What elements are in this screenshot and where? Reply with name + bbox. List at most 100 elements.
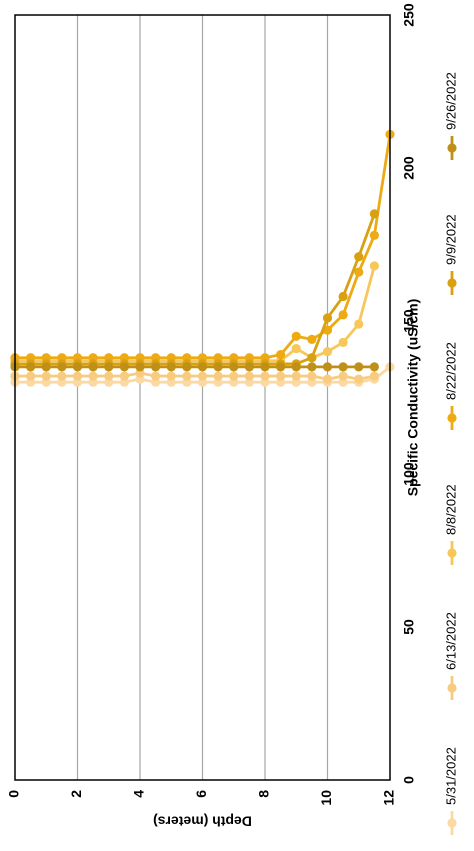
depth-tick-label: 6 bbox=[193, 790, 209, 798]
conductivity-tick-label: 200 bbox=[401, 156, 417, 180]
data-point bbox=[151, 371, 161, 381]
data-point bbox=[26, 362, 36, 372]
legend-marker bbox=[447, 413, 457, 423]
conductivity-tick-label: 100 bbox=[401, 462, 417, 486]
gridlines bbox=[76, 15, 329, 780]
data-point bbox=[338, 337, 348, 348]
data-point bbox=[88, 371, 98, 381]
data-point bbox=[338, 371, 348, 381]
data-point bbox=[291, 343, 301, 354]
legend-item: 9/26/2022 bbox=[443, 72, 458, 160]
data-point bbox=[276, 362, 286, 372]
legend-item: 6/13/2022 bbox=[443, 612, 458, 700]
series-6 bbox=[10, 362, 379, 372]
legend-label: 8/22/2022 bbox=[443, 342, 458, 400]
legend-marker bbox=[447, 143, 457, 153]
conductivity-tick-labels: 0 50 100 150 200 250 bbox=[401, 3, 417, 784]
depth-tick-label: 8 bbox=[256, 790, 272, 798]
depth-tick-label: 2 bbox=[68, 790, 84, 798]
data-point bbox=[322, 374, 333, 384]
legend-marker bbox=[447, 548, 457, 558]
legend-label: 9/26/2022 bbox=[443, 72, 458, 130]
data-point bbox=[260, 371, 270, 381]
data-point bbox=[88, 362, 98, 372]
data-point bbox=[322, 362, 333, 372]
data-point bbox=[119, 371, 129, 381]
data-point bbox=[135, 362, 145, 372]
legend-label: 9/9/2022 bbox=[443, 214, 458, 265]
depth-tick-label: 10 bbox=[318, 790, 334, 806]
legend-label: 6/13/2022 bbox=[443, 612, 458, 670]
data-point bbox=[307, 353, 317, 363]
legend-marker bbox=[447, 818, 457, 828]
conductivity-tick-label: 50 bbox=[401, 619, 417, 635]
data-point bbox=[369, 261, 379, 271]
conductivity-tick-label: 250 bbox=[401, 3, 417, 27]
data-point bbox=[276, 371, 286, 381]
series-2 bbox=[10, 368, 379, 384]
data-point bbox=[166, 362, 176, 372]
data-point bbox=[182, 371, 192, 381]
plot-border bbox=[14, 14, 391, 781]
data-point bbox=[354, 252, 364, 262]
data-point bbox=[307, 334, 317, 344]
depth-tick-label: 0 bbox=[6, 790, 22, 798]
data-point bbox=[213, 362, 223, 372]
legend: 5/31/2022 6/13/2022 8/8/2022 8/22/2022 9/9/2… bbox=[443, 72, 458, 835]
legend-item: 8/8/2022 bbox=[443, 484, 458, 565]
data-point bbox=[369, 209, 379, 219]
data-point bbox=[338, 362, 348, 372]
data-point bbox=[338, 291, 348, 302]
legend-item: 8/22/2022 bbox=[443, 342, 458, 430]
data-point bbox=[307, 371, 317, 381]
data-point bbox=[104, 371, 114, 381]
data-point bbox=[322, 313, 333, 323]
data-point bbox=[322, 325, 333, 335]
data-point bbox=[72, 371, 83, 381]
data-point bbox=[182, 362, 192, 372]
conductivity-tick-label: 150 bbox=[401, 309, 417, 333]
data-point bbox=[369, 362, 379, 372]
legend-item: 9/9/2022 bbox=[443, 214, 458, 295]
legend-item: 5/31/2022 bbox=[443, 747, 458, 835]
depth-tick-label: 4 bbox=[131, 790, 147, 798]
data-point bbox=[338, 310, 348, 320]
x-axis-title: Specific Conductivity (uS/cm) bbox=[405, 299, 421, 497]
data-point bbox=[244, 362, 254, 372]
legend-label: 8/8/2022 bbox=[443, 484, 458, 535]
data-point bbox=[213, 371, 223, 381]
data-point bbox=[244, 371, 254, 381]
data-point bbox=[119, 362, 129, 372]
data-point bbox=[260, 362, 270, 372]
data-point bbox=[291, 331, 301, 341]
y-axis-title: Depth (meters) bbox=[153, 813, 252, 829]
data-point bbox=[57, 362, 67, 372]
data-point bbox=[41, 362, 51, 372]
data-point bbox=[369, 371, 379, 381]
data-point bbox=[322, 347, 333, 357]
data-point bbox=[41, 371, 51, 381]
data-point bbox=[72, 362, 83, 372]
data-point bbox=[354, 374, 364, 384]
data-point bbox=[354, 362, 364, 372]
data-point bbox=[307, 362, 317, 372]
data-point bbox=[104, 362, 114, 372]
data-series bbox=[10, 129, 395, 387]
data-point bbox=[151, 362, 161, 372]
data-point bbox=[229, 371, 239, 381]
data-point bbox=[369, 230, 379, 240]
data-point bbox=[354, 319, 364, 329]
depth-tick-label: 12 bbox=[381, 790, 397, 806]
legend-marker bbox=[447, 278, 457, 288]
data-point bbox=[291, 362, 301, 372]
conductivity-tick-label: 0 bbox=[401, 776, 417, 784]
legend-label: 5/31/2022 bbox=[443, 747, 458, 805]
data-point bbox=[354, 267, 364, 277]
data-point bbox=[166, 371, 176, 381]
data-point bbox=[276, 350, 286, 360]
data-point bbox=[197, 371, 208, 381]
data-point bbox=[229, 362, 239, 372]
data-point bbox=[291, 371, 301, 381]
